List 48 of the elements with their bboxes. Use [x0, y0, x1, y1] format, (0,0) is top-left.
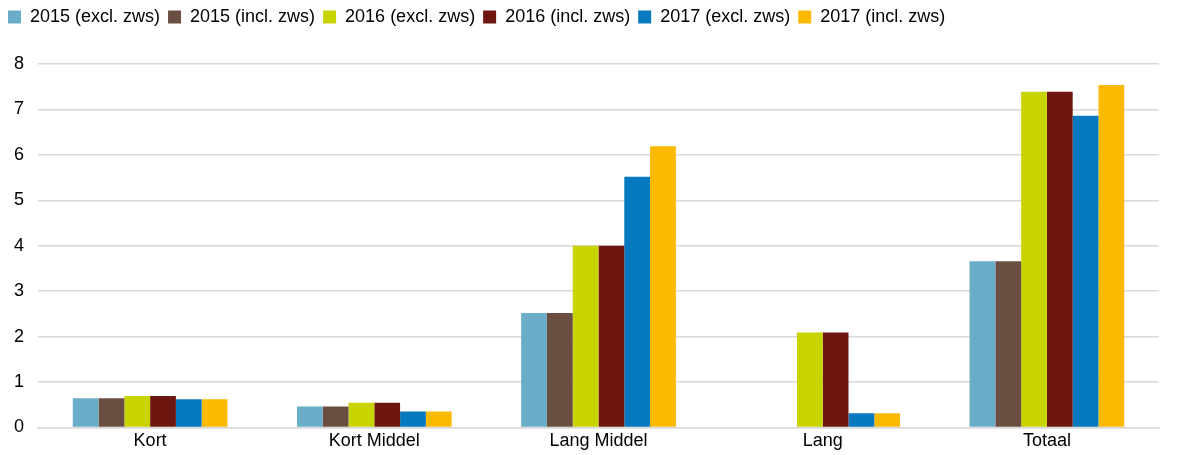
bar [1072, 115, 1099, 427]
bar [150, 396, 176, 427]
y-tick-label: 1 [14, 370, 25, 391]
legend-label: 2016 (incl. zws) [505, 5, 631, 26]
bar [995, 261, 1022, 427]
y-tick-label: 6 [14, 143, 25, 164]
bar [124, 396, 151, 427]
y-tick-label: 2 [14, 325, 25, 346]
x-tick-label: Kort Middel [328, 430, 420, 451]
bar [175, 399, 202, 427]
bar [546, 312, 573, 427]
bar [969, 261, 996, 427]
bar [374, 402, 401, 427]
bar [425, 411, 452, 427]
bar [624, 176, 651, 427]
bar [521, 312, 547, 427]
bar [1021, 91, 1047, 427]
bar [572, 245, 599, 427]
bar [650, 146, 676, 427]
bar [822, 332, 849, 427]
bar [348, 402, 375, 427]
bar [98, 398, 125, 427]
bar [796, 332, 823, 427]
x-tick-label: Totaal [1022, 430, 1071, 451]
y-tick-label: 3 [14, 280, 25, 301]
bar [72, 398, 99, 427]
x-tick-label: Lang Middel [549, 430, 648, 451]
y-tick-label: 5 [14, 189, 25, 210]
bar [1098, 84, 1125, 427]
legend-label: 2015 (excl. zws) [30, 5, 161, 26]
bar [874, 413, 901, 427]
legend-label: 2017 (incl. zws) [820, 5, 946, 26]
y-tick-label: 4 [14, 234, 25, 255]
x-tick-label: Lang [802, 430, 843, 451]
bar [1046, 91, 1073, 427]
y-tick-label: 8 [14, 52, 25, 73]
bar [201, 399, 228, 427]
legend-label: 2017 (excl. zws) [660, 5, 791, 26]
bar [598, 245, 625, 427]
bar [322, 406, 349, 427]
legend-label: 2015 (incl. zws) [190, 5, 316, 26]
bar [296, 406, 323, 427]
x-tick-label: Kort [133, 430, 167, 451]
bar [848, 413, 875, 427]
y-tick-label: 0 [14, 416, 25, 437]
legend-label: 2016 (excl. zws) [345, 5, 476, 26]
y-tick-label: 7 [14, 98, 25, 119]
bar [400, 411, 426, 427]
